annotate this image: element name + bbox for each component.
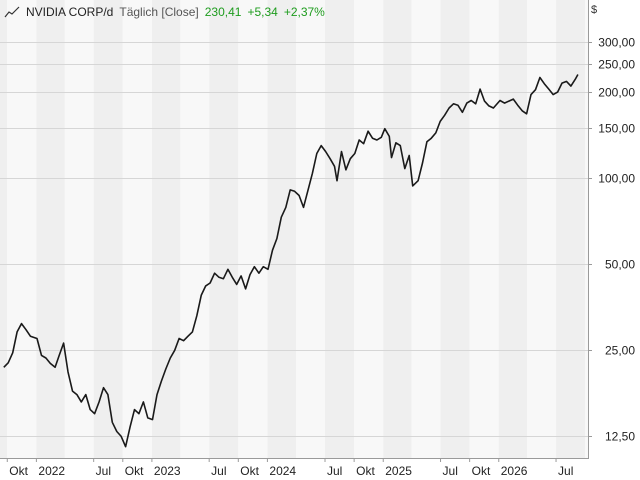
x-tick-label: 2026 [501,464,528,478]
y-tick-label: 200,00 [598,86,635,100]
y-tick-label: 250,00 [598,58,635,72]
y-tick-label: 12,50 [605,430,635,444]
quarter-band [325,0,355,458]
quarter-band [469,0,499,458]
x-tick-label: Jul [443,464,458,478]
quarter-band [527,0,557,458]
y-tick-label: 50,00 [605,258,635,272]
x-axis-panel [0,458,640,480]
trend-line-icon [4,6,20,18]
quarter-band [238,0,268,458]
quarter-band [209,0,239,458]
quarter-band [180,0,210,458]
gridlines [0,42,588,437]
quarter-band [7,0,37,458]
y-tick-label: 300,00 [598,36,635,50]
quarter-band [296,0,326,458]
last-price: 230,41 [204,5,242,19]
x-tick-label: Okt [9,464,28,478]
x-tick-label: Okt [356,464,375,478]
quarter-band [585,0,588,458]
period-label: Täglich [Close] [119,5,199,19]
quarter-band [498,0,528,458]
x-tick-label: Jul [211,464,226,478]
quarter-band [122,0,152,458]
quarter-band [354,0,384,458]
x-tick-label: Okt [240,464,259,478]
quarter-band [411,0,441,458]
price-change-percent: +2,37% [283,5,325,19]
quarter-band [440,0,470,458]
quarter-band [93,0,123,458]
y-tick-label: 150,00 [598,122,635,136]
price-change: +5,34 [247,5,278,19]
quarter-band [267,0,297,458]
x-tick-label: 2022 [38,464,65,478]
chart-header: NVIDIA CORP/d Täglich [Close] 230,41 +5,… [4,4,325,20]
y-tick-label: 100,00 [598,172,635,186]
price-line [3,74,579,448]
x-tick-label: 2025 [385,464,412,478]
currency-label: $ [591,4,598,16]
x-tick-label: Jul [558,464,573,478]
x-tick-label: Jul [327,464,342,478]
quarter-band [64,0,94,458]
y-axis-panel [588,0,640,480]
x-tick-label: Jul [96,464,111,478]
quarter-band [0,0,8,458]
quarter-band [383,0,412,458]
x-axis: Okt 2022 Jul Okt 2023 Jul Okt 2024 Jul Okt 2025 Jul… [0,458,640,480]
quarter-band [36,0,65,458]
series-layer [3,74,579,448]
quarter-band [556,0,586,458]
y-axis: 12,50 25,00 50,00 100,00 150,00 200,00 250,00 3… [588,0,640,480]
x-tick-label: Okt [472,464,491,478]
y-tick-label: 25,00 [605,344,635,358]
x-tick-label: Okt [125,464,144,478]
x-tick-label: 2024 [269,464,296,478]
x-tick-label: 2023 [154,464,181,478]
quarter-bands [0,0,588,458]
quarter-band [151,0,181,458]
symbol-label: NVIDIA CORP/d [26,5,114,19]
